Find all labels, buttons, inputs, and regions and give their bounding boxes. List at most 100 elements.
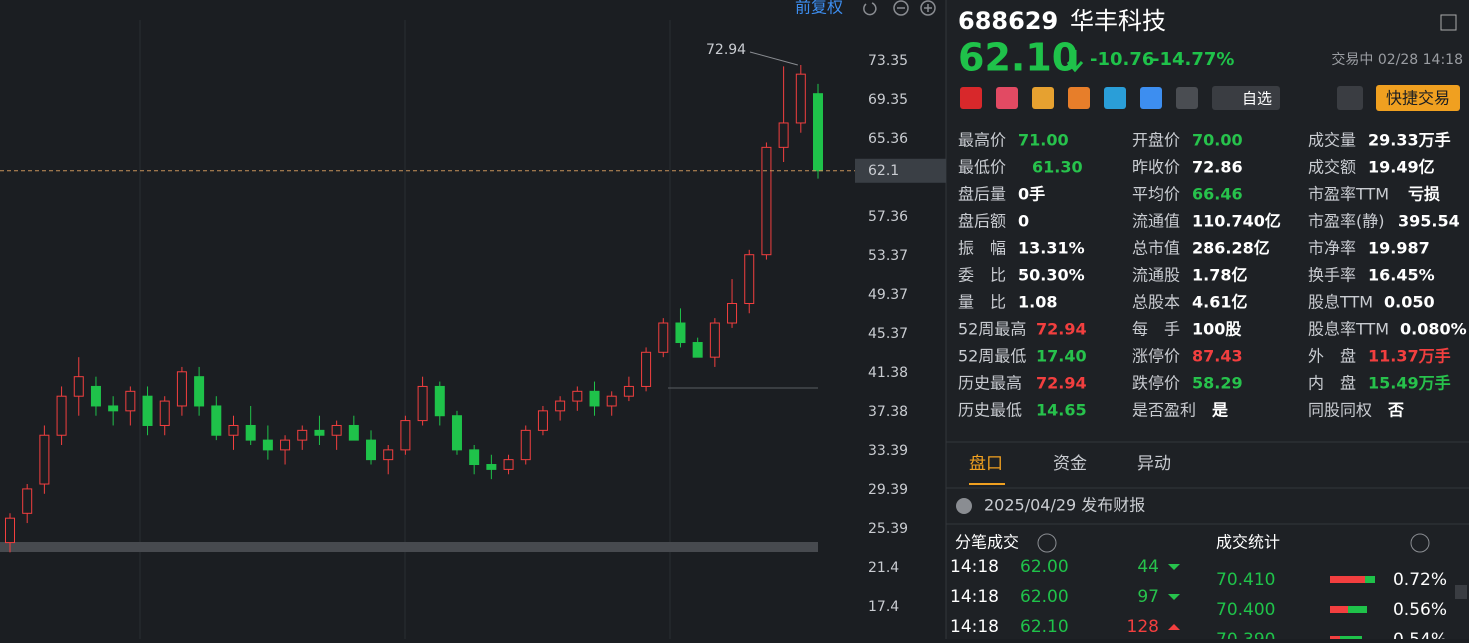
candle-body — [211, 405, 222, 436]
candle-body — [22, 488, 33, 514]
candle-body — [555, 400, 566, 412]
stat-value: 1.78亿 — [1192, 266, 1247, 285]
candle-body — [520, 429, 531, 461]
y-tick-label: 21.4 — [868, 560, 899, 576]
down-arrow — [1066, 50, 1084, 73]
candle-body — [486, 464, 497, 470]
max-pointer — [749, 51, 798, 66]
stat-value: 19.987 — [1368, 239, 1430, 258]
candle-body — [778, 122, 789, 148]
y-tick-label: 57.36 — [868, 209, 908, 225]
help-icon[interactable] — [1037, 533, 1057, 553]
tab[interactable]: 异动 — [1137, 454, 1171, 474]
stat-label: 盘后量 — [958, 185, 1006, 204]
candle-body — [503, 459, 514, 470]
chart-bg — [0, 0, 946, 639]
stat-label: 股息TTM — [1308, 293, 1373, 312]
candle-body — [417, 385, 428, 422]
candle-body — [331, 424, 342, 436]
scrollbar[interactable] — [0, 542, 818, 552]
candle-body — [383, 449, 394, 461]
stat-label: 成交量 — [1308, 131, 1356, 150]
vol-pct: 0.56% — [1393, 600, 1447, 620]
trade-time: 14:18 — [950, 557, 999, 577]
stat-label: 同股同权 — [1308, 401, 1372, 420]
stat-label: 历史最低 — [958, 401, 1022, 420]
last-price-tag — [855, 158, 946, 183]
stat-label: 跌停价 — [1132, 374, 1180, 393]
vol-bar-sell — [1365, 576, 1375, 583]
menu-icon[interactable] — [1440, 14, 1457, 31]
candle-body — [675, 322, 686, 344]
stat-value: 72.94 — [1036, 374, 1087, 393]
alert-button[interactable] — [1337, 86, 1363, 110]
y-tick-label: 53.37 — [868, 248, 908, 264]
stat-value: 14.65 — [1036, 401, 1087, 420]
stat-value: 0.080% — [1400, 320, 1467, 339]
adjust-button[interactable]: 前复权 — [795, 0, 843, 17]
stat-value: 110.740亿 — [1192, 212, 1281, 231]
stat-label: 是否盈利 — [1132, 401, 1196, 420]
stat-label: 最高价 — [958, 131, 1006, 150]
stat-label: 平均价 — [1132, 185, 1180, 204]
stat-value: 否 — [1387, 401, 1404, 420]
ticks-title: 分笔成交 — [955, 533, 1019, 552]
stat-label: 昨收价 — [1132, 158, 1180, 177]
watch-button[interactable] — [1212, 86, 1280, 110]
stat-label: 量 比 — [958, 293, 1006, 312]
notice[interactable]: 2025/04/29 发布财报 — [984, 496, 1145, 515]
y-tick-label: 37.38 — [868, 404, 908, 420]
trade-price: 62.00 — [1020, 557, 1069, 577]
candle-body — [228, 424, 239, 436]
max-label: 72.94 — [706, 42, 746, 58]
candle-body — [108, 405, 119, 412]
candle-body — [641, 351, 652, 387]
trade-arrow — [1168, 564, 1180, 570]
change-pct: -14.77% — [1152, 49, 1234, 70]
trade-time: 14:18 — [950, 587, 999, 607]
candle-body — [280, 439, 291, 451]
candle-body — [761, 146, 772, 256]
stat-value: 72.94 — [1036, 320, 1087, 339]
stat-value: 0.050 — [1384, 293, 1435, 312]
trade-volume: 44 — [1137, 557, 1159, 577]
candle-body — [813, 93, 823, 172]
stat-value: 87.43 — [1192, 347, 1243, 366]
trade-label[interactable]: 快捷交易 — [1386, 89, 1450, 108]
more-icon[interactable] — [1410, 533, 1430, 553]
trade-volume: 128 — [1127, 617, 1159, 637]
v-grid — [139, 20, 671, 639]
stat-label: 内 盘 — [1308, 374, 1356, 393]
stat-value: 15.49万手 — [1368, 374, 1451, 393]
candle-body — [194, 376, 205, 407]
stat-label: 总市值 — [1132, 239, 1180, 258]
candle-body — [90, 385, 101, 407]
vol-pct: 0.72% — [1393, 570, 1447, 590]
candle-body — [366, 439, 377, 461]
watch-label[interactable]: 自选 — [1242, 90, 1272, 108]
candle-body — [469, 449, 480, 466]
stat-value: 19.49亿 — [1368, 158, 1435, 177]
stock-name: 华丰科技 — [1070, 7, 1166, 35]
stat-label: 市净率 — [1308, 239, 1356, 258]
tab[interactable]: 资金 — [1053, 454, 1087, 474]
stat-label: 成交额 — [1308, 158, 1356, 177]
price: 62.10 — [958, 36, 1078, 80]
info-icon — [956, 498, 972, 514]
stat-value: 100股 — [1192, 320, 1242, 339]
y-tick-label: 49.37 — [868, 287, 908, 303]
y-tick-label: 25.39 — [868, 521, 908, 537]
zoom-icons[interactable] — [863, 0, 936, 16]
y-tick-label: 65.36 — [868, 131, 908, 147]
stat-label: 最低价 — [958, 158, 1006, 177]
stat-value: 58.29 — [1192, 374, 1243, 393]
scroll-thumb[interactable] — [1455, 585, 1467, 599]
vol-bar-buy — [1330, 576, 1365, 583]
tab[interactable]: 盘口 — [969, 454, 1003, 474]
stat-value: 13.31% — [1018, 239, 1085, 258]
stat-value: 17.40 — [1036, 347, 1087, 366]
stat-value: 50.30% — [1018, 266, 1085, 285]
trade-button[interactable] — [1376, 85, 1460, 111]
y-tick-label: 17.4 — [868, 599, 899, 615]
